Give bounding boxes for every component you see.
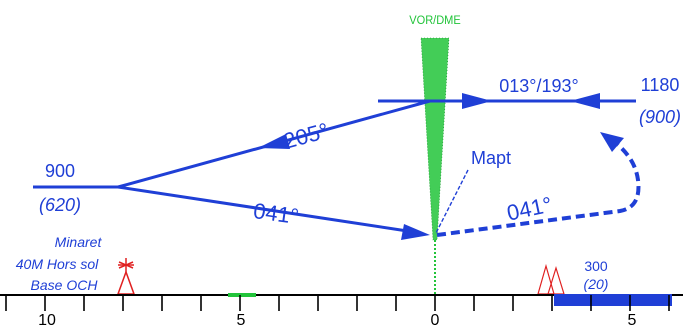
missed-approach-path (436, 138, 641, 237)
scale-blue-segment (554, 294, 672, 306)
scale-tick-5-left: 5 (237, 312, 246, 326)
beacon-label: VOR/DME (409, 15, 461, 27)
distance-scale (0, 293, 683, 311)
outbound-arrow (462, 93, 492, 109)
leg-205-arrow (258, 134, 290, 149)
height-ground: (20) (584, 276, 609, 292)
leg-041-arrow (401, 224, 430, 240)
holding-track (378, 93, 636, 109)
scale-tick-10: 10 (38, 312, 56, 326)
missed-approach-arrow (600, 132, 624, 152)
mapt-label: Mapt (471, 148, 511, 168)
heading-041-inbound: 041° (252, 198, 301, 229)
height-right: (900) (639, 107, 681, 127)
obstacle-title: Minaret (55, 234, 103, 250)
heading-205: 205° (281, 118, 331, 154)
track-label: 013°/193° (499, 76, 578, 96)
altitude-ground: 300 (584, 258, 608, 274)
height-left: (620) (39, 195, 81, 215)
mapt-pointer (435, 169, 469, 234)
inbound-arrow (570, 93, 600, 109)
scale-green-segment (228, 293, 256, 297)
obstacle-height: 40M Hors sol (16, 256, 99, 272)
minaret-obstacle-icon (116, 258, 136, 295)
altitude-right: 1180 (641, 75, 680, 95)
terrain-obstacles-icon (537, 263, 565, 295)
scale-tick-5-right: 5 (628, 312, 637, 326)
leg-041-inbound (117, 185, 415, 234)
vor-dme-cone (420, 37, 450, 294)
scale-tick-0: 0 (431, 312, 440, 326)
heading-041-missed: 041° (505, 192, 555, 226)
altitude-left: 900 (45, 161, 75, 181)
obstacle-base: Base OCH (31, 277, 99, 293)
